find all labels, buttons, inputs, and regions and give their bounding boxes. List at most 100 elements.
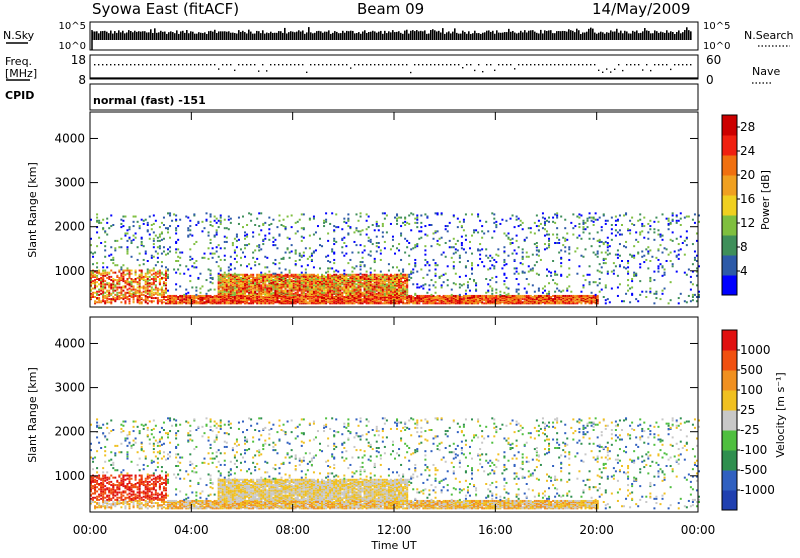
power-cell bbox=[212, 253, 214, 255]
power-cell bbox=[481, 295, 483, 297]
power-cell bbox=[240, 248, 242, 250]
power-cell bbox=[453, 253, 455, 255]
power-cell bbox=[238, 284, 240, 286]
power-cell bbox=[147, 282, 149, 284]
sky-noise-bar bbox=[564, 31, 566, 40]
power-cell bbox=[532, 270, 534, 272]
power-cell bbox=[507, 288, 509, 290]
power-cell bbox=[281, 258, 283, 260]
power-cell bbox=[126, 298, 128, 300]
sky-noise-bar bbox=[512, 31, 514, 40]
nave-dot bbox=[570, 64, 571, 65]
sky-noise-bar bbox=[400, 33, 402, 40]
power-cell bbox=[244, 235, 246, 237]
power-cell bbox=[402, 281, 404, 283]
power-cell bbox=[110, 270, 112, 272]
power-cell bbox=[155, 235, 157, 237]
power-cell bbox=[501, 219, 503, 221]
power-cell bbox=[376, 223, 378, 225]
sky-noise-bar bbox=[566, 32, 568, 40]
sky-noise-bar bbox=[178, 34, 180, 40]
power-cell bbox=[351, 274, 353, 276]
power-cell bbox=[143, 285, 145, 287]
power-cell bbox=[112, 262, 114, 264]
power-cell bbox=[534, 264, 536, 266]
nave-dot bbox=[382, 64, 383, 65]
sky-noise-bar bbox=[296, 32, 298, 40]
nave-dot bbox=[410, 72, 411, 73]
power-cell bbox=[396, 223, 398, 225]
power-cell bbox=[536, 242, 538, 244]
power-cell bbox=[248, 280, 250, 282]
power-cell bbox=[404, 217, 406, 219]
power-cell bbox=[481, 301, 483, 303]
sky-noise-bar bbox=[398, 31, 400, 40]
power-cell bbox=[242, 252, 244, 254]
power-cell bbox=[341, 292, 343, 294]
nave-dot bbox=[142, 64, 143, 65]
power-cell bbox=[380, 253, 382, 255]
power-cell bbox=[155, 278, 157, 280]
sky-noise-bar bbox=[130, 31, 132, 40]
power-cell bbox=[145, 250, 147, 252]
power-cell bbox=[424, 245, 426, 247]
power-cell bbox=[165, 270, 167, 272]
power-cell bbox=[256, 289, 258, 291]
power-cell bbox=[461, 236, 463, 238]
power-cell bbox=[206, 212, 208, 214]
power-cell bbox=[264, 273, 266, 275]
plot-title: Syowa East (fitACF) bbox=[92, 0, 239, 18]
power-cell bbox=[92, 292, 94, 294]
sky-noise-bar bbox=[300, 32, 302, 40]
power-cell bbox=[333, 240, 335, 242]
power-cell bbox=[370, 293, 372, 295]
power-cell bbox=[483, 302, 485, 304]
power-cell bbox=[394, 274, 396, 276]
power-cell bbox=[378, 278, 380, 280]
power-cell bbox=[471, 295, 473, 297]
power-cell bbox=[224, 241, 226, 243]
power-cell bbox=[122, 276, 124, 278]
power-cell bbox=[455, 283, 457, 285]
power-cell bbox=[212, 257, 214, 259]
sky-noise-bar bbox=[254, 34, 256, 40]
nave-dot bbox=[138, 64, 139, 65]
power-cell bbox=[538, 295, 540, 297]
power-cell bbox=[396, 274, 398, 276]
power-cell bbox=[495, 289, 497, 291]
power-cell bbox=[92, 256, 94, 258]
power-cell bbox=[313, 266, 315, 268]
power-cell bbox=[226, 289, 228, 291]
power-cell bbox=[368, 295, 370, 297]
sky-noise-bar bbox=[636, 30, 638, 40]
power-cell bbox=[406, 283, 408, 285]
sky-noise-bar bbox=[526, 32, 528, 40]
sky-noise-bar bbox=[374, 31, 376, 40]
power-cell bbox=[94, 296, 96, 298]
power-cell bbox=[147, 268, 149, 270]
power-cell bbox=[390, 223, 392, 225]
power-cell bbox=[208, 295, 210, 297]
power-cell bbox=[325, 302, 327, 304]
power-cell bbox=[236, 234, 238, 236]
power-cell bbox=[355, 227, 357, 229]
power-cell bbox=[465, 275, 467, 277]
power-cell bbox=[394, 283, 396, 285]
power-cell bbox=[481, 261, 483, 263]
power-cell bbox=[360, 289, 362, 291]
power-cell bbox=[126, 270, 128, 272]
power-cell bbox=[459, 261, 461, 263]
power-cell bbox=[360, 261, 362, 263]
power-cell bbox=[137, 246, 139, 248]
power-cell bbox=[526, 237, 528, 239]
power-cell bbox=[341, 252, 343, 254]
power-cell bbox=[305, 247, 307, 249]
power-cell bbox=[358, 283, 360, 285]
power-cell bbox=[193, 295, 195, 297]
sky-noise-bar bbox=[408, 34, 410, 40]
sky-noise-bar bbox=[460, 34, 462, 40]
power-cell bbox=[465, 295, 467, 297]
power-cell bbox=[104, 300, 106, 302]
power-cell bbox=[114, 272, 116, 274]
power-cell bbox=[220, 220, 222, 222]
